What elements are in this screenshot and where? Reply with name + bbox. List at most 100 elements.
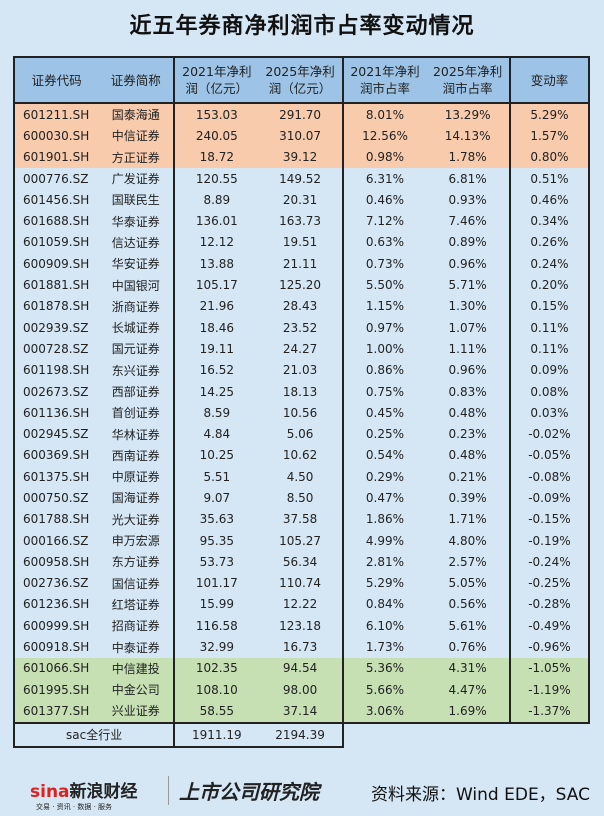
table-cell: 0.48% xyxy=(426,402,510,424)
table-cell: 601136.SH xyxy=(12,402,99,424)
table-cell: 601881.SH xyxy=(12,274,99,296)
table-cell: 5.05% xyxy=(426,572,510,594)
table-cell: 101.17 xyxy=(173,572,259,594)
table-cell: -1.05% xyxy=(508,657,591,680)
table-cell: 000776.SZ xyxy=(12,167,99,190)
table-cell: -0.08% xyxy=(508,466,591,488)
table-cell: 0.29% xyxy=(341,466,427,488)
table-cell: 国元证券 xyxy=(98,338,175,360)
empty-cell xyxy=(343,723,589,747)
table-cell: 16.73 xyxy=(258,636,343,658)
sina-logo-cn: 新浪财经 xyxy=(69,782,138,802)
table-row: 600918.SH 中泰证券 32.99 16.73 1.73% 0.76% -0.96% xyxy=(12,636,591,658)
table-cell: 600030.SH xyxy=(12,125,99,147)
column-header: 2025年净利润（亿元） xyxy=(258,56,343,104)
table-cell: 136.01 xyxy=(173,210,259,232)
table-cell: 1.11% xyxy=(426,338,510,360)
table-cell: 10.62 xyxy=(258,444,343,467)
table-cell: 8.01% xyxy=(341,103,427,126)
table-cell: 5.61% xyxy=(426,615,510,637)
table-cell: 18.13 xyxy=(258,380,343,403)
table-cell: 000166.SZ xyxy=(12,529,99,552)
table-cell: 16.52 xyxy=(173,359,259,381)
table-cell: 中原证券 xyxy=(98,466,175,488)
table-cell: 0.98% xyxy=(341,146,427,168)
table-cell: 0.54% xyxy=(341,444,427,467)
table-cell: 600909.SH xyxy=(12,253,99,275)
table-cell: 0.09% xyxy=(508,359,591,381)
table-cell: 5.51 xyxy=(173,466,259,488)
table-cell: 19.11 xyxy=(173,338,259,360)
table-cell: 601377.SH xyxy=(12,700,99,724)
table-row: 601211.SH 国泰海通 153.03 291.70 8.01% 13.29% 5.29… xyxy=(12,103,591,126)
table-cell: 4.47% xyxy=(426,679,510,701)
table-row: 601878.SH 浙商证券 21.96 28.43 1.15% 1.30% 0.15% xyxy=(12,295,591,317)
column-header: 证券代码 xyxy=(12,56,99,104)
table-cell: 国信证券 xyxy=(98,572,175,594)
table-cell: 0.48% xyxy=(426,444,510,467)
table-cell: 600369.SH xyxy=(12,444,99,467)
table-cell: 13.88 xyxy=(173,253,259,275)
table-cell: 601059.SH xyxy=(12,231,99,254)
table-cell: 0.21% xyxy=(426,466,510,488)
table-row: 000776.SZ 广发证券 120.55 149.52 6.31% 6.81% 0.51% xyxy=(12,167,591,190)
table-cell: 149.52 xyxy=(258,167,343,190)
table-cell: 153.03 xyxy=(173,103,259,126)
table-cell: 0.80% xyxy=(508,146,591,168)
table-cell: 110.74 xyxy=(258,572,343,594)
table-cell: 000750.SZ xyxy=(12,487,99,509)
table-cell: 5.29% xyxy=(341,572,427,594)
table-row: 000728.SZ 国元证券 19.11 24.27 1.00% 1.11% 0.11% xyxy=(12,338,591,360)
table-cell: 12.12 xyxy=(173,231,259,254)
total-row: sac全行业 1911.19 2194.39 xyxy=(12,722,589,748)
table-row: 601198.SH 东兴证券 16.52 21.03 0.86% 0.96% 0.09% xyxy=(12,359,591,381)
table-cell: 5.71% xyxy=(426,274,510,296)
table-cell: 1.73% xyxy=(341,636,427,658)
table-cell: 13.29% xyxy=(426,103,510,126)
table-cell: 西部证券 xyxy=(98,380,175,403)
table-cell: 国泰海通 xyxy=(98,103,175,126)
table-cell: 600999.SH xyxy=(12,615,99,637)
footer: sina新浪财经 交易 · 资讯 · 数据 · 服务 上市公司研究院 资料来源：W… xyxy=(30,772,590,812)
table-cell: 中国银河 xyxy=(98,274,175,296)
table-cell: 6.31% xyxy=(341,167,427,190)
data-table: 证券代码 证券简称 2021年净利润（亿元） 2025年净利润（亿元） 2021年净利润… xyxy=(12,56,591,748)
table-cell: 0.46% xyxy=(508,189,591,211)
column-header: 证券简称 xyxy=(98,56,175,104)
table-cell: 601878.SH xyxy=(12,295,99,317)
table-cell: 601211.SH xyxy=(12,103,99,126)
table-cell: 0.45% xyxy=(341,402,427,424)
table-cell: 108.10 xyxy=(173,679,259,701)
table-cell: 601375.SH xyxy=(12,466,99,488)
table-cell: 1.57% xyxy=(508,125,591,147)
table-cell: 0.25% xyxy=(341,423,427,445)
table-row: 601995.SH 中金公司 108.10 98.00 5.66% 4.47% -1.19% xyxy=(12,679,591,701)
table-cell: 105.27 xyxy=(258,529,343,552)
table-cell: 12.22 xyxy=(258,593,343,616)
table-cell: 东方证券 xyxy=(98,551,175,573)
table-row: 600369.SH 西南证券 10.25 10.62 0.54% 0.48% -0.05% xyxy=(12,444,591,467)
table-cell: 23.52 xyxy=(258,316,343,339)
table-cell: 601995.SH xyxy=(12,679,99,701)
table-cell: 华安证券 xyxy=(98,253,175,275)
table-cell: 信达证券 xyxy=(98,231,175,254)
table-row: 600030.SH 中信证券 240.05 310.07 12.56% 14.13% 1.5… xyxy=(12,125,591,147)
table-cell: 15.99 xyxy=(173,593,259,616)
table-cell: 1.15% xyxy=(341,295,427,317)
table-cell: 中信建投 xyxy=(98,657,175,680)
sina-logo-text: sina xyxy=(30,782,70,802)
table-cell: 0.46% xyxy=(341,189,427,211)
table-cell: 长城证券 xyxy=(98,316,175,339)
table-cell: 5.06 xyxy=(258,423,343,445)
table-row: 601066.SH 中信建投 102.35 94.54 5.36% 4.31% -1.05% xyxy=(12,657,591,680)
table-cell: 东兴证券 xyxy=(98,359,175,381)
table-cell: 1.30% xyxy=(426,295,510,317)
table-cell: 20.31 xyxy=(258,189,343,211)
table-cell: 0.96% xyxy=(426,253,510,275)
table-cell: 西南证券 xyxy=(98,444,175,467)
column-header: 变动率 xyxy=(508,56,591,104)
table-cell: 002673.SZ xyxy=(12,380,99,403)
table-cell: 0.76% xyxy=(426,636,510,658)
table-cell: 7.12% xyxy=(341,210,427,232)
table-cell: 12.56% xyxy=(341,125,427,147)
